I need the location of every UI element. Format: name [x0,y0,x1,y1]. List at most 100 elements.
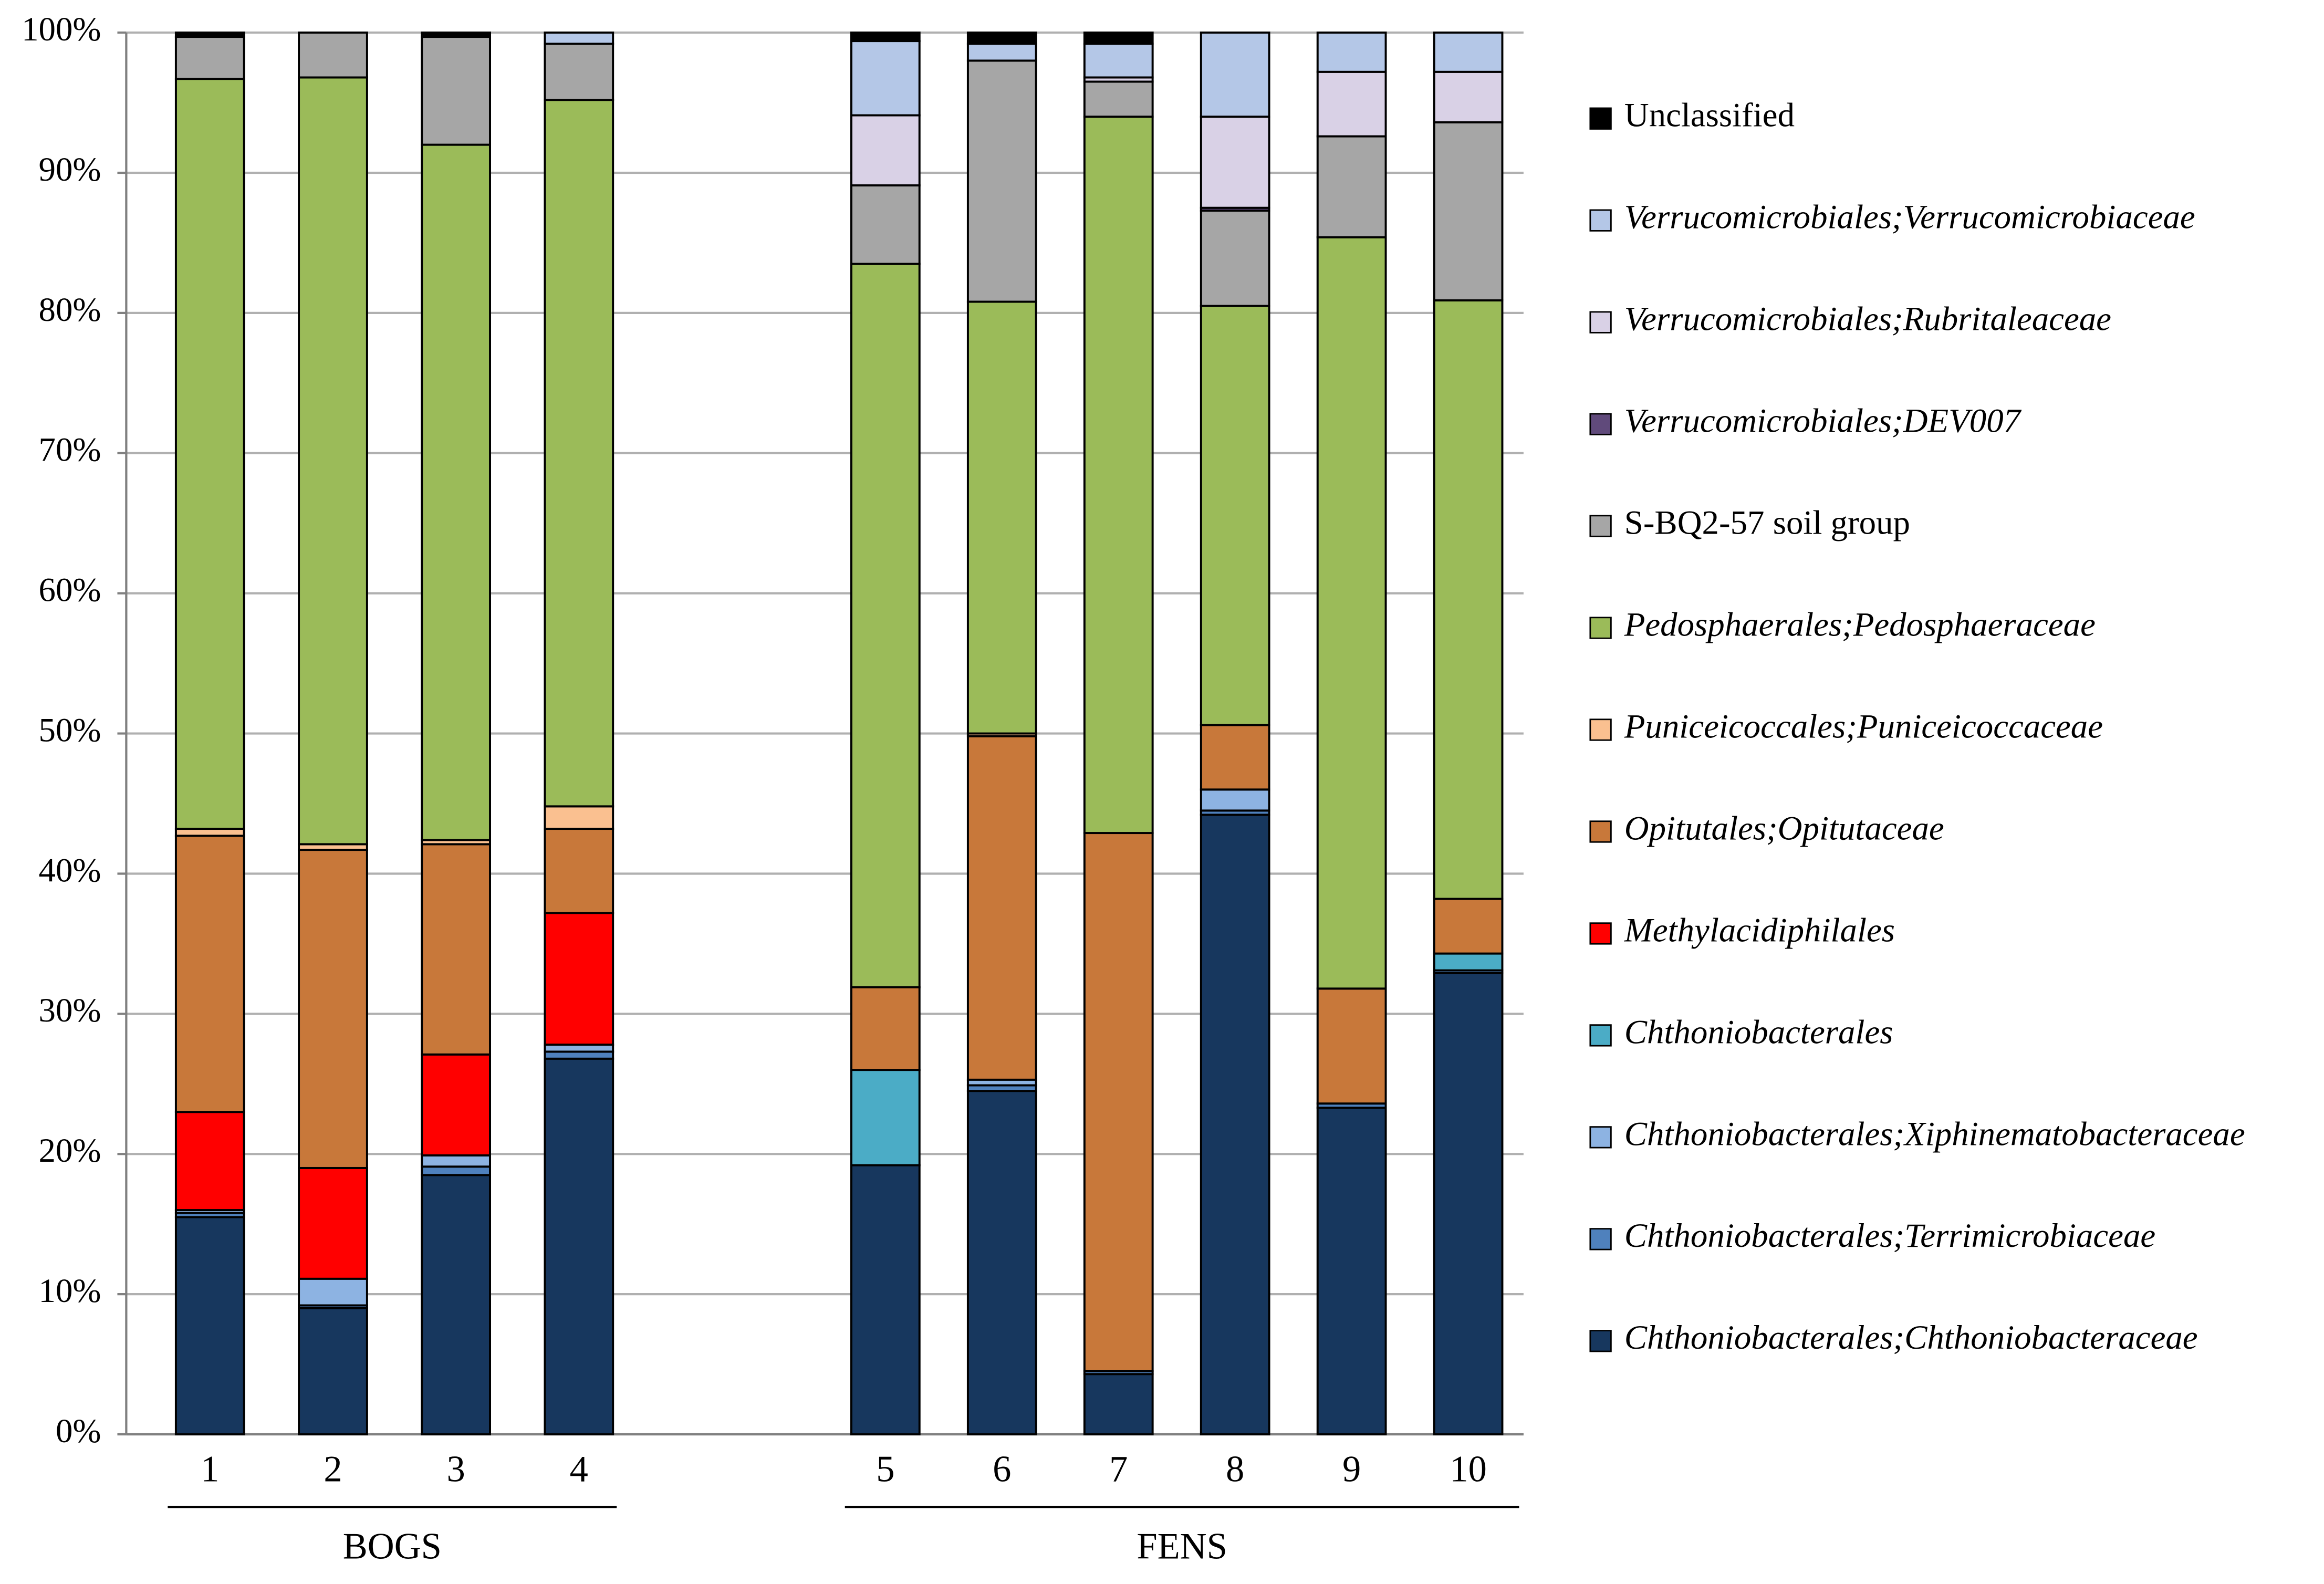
y-tick-label: 0% [56,1412,101,1450]
bar-segment [544,912,614,1046]
legend-swatch [1589,107,1612,130]
bar-segment [966,735,1037,1081]
bar-segment [421,1053,492,1156]
bar-segment [1316,135,1387,238]
bar-segment [850,986,921,1071]
legend-label: Verrucomicrobiales;DEV007 [1624,402,2022,440]
x-tick-label: 2 [324,1449,342,1490]
y-tick-label: 10% [39,1272,101,1310]
bar-segment [1083,32,1154,45]
legend-label: Verrucomicrobiales;Rubritaleaceae [1624,300,2111,338]
bar-segment [1433,32,1504,73]
bar-segment [174,828,245,837]
bar-segment [966,1090,1037,1436]
legend-swatch [1589,209,1612,232]
bar-segment [298,32,368,79]
group-label: BOGS [343,1526,442,1567]
bar-segment [966,43,1037,62]
x-tick-label: 10 [1450,1449,1487,1490]
bar-segment [1433,898,1504,955]
x-tick-label: 4 [570,1449,588,1490]
bar-segment [966,59,1037,303]
y-tick-label: 50% [39,711,101,749]
bar-segment [298,1307,368,1436]
bar-segment [850,32,921,43]
legend-swatch [1589,820,1612,843]
y-tick-label: 90% [39,151,101,189]
bar-segment [421,1165,492,1176]
bar-segment [1433,299,1504,900]
y-tick-label: 100% [22,11,101,48]
bar-segment [544,828,614,914]
bar-segment [850,40,921,117]
legend-swatch [1589,1330,1612,1352]
legend-swatch [1589,1126,1612,1149]
legend-label: Chthoniobacterales;Xiphinematobacteracea… [1624,1115,2245,1153]
bar-segment [850,263,921,988]
legend-swatch [1589,617,1612,639]
legend-swatch [1589,413,1612,435]
legend-swatch [1589,1024,1612,1047]
bar-segment [544,1050,614,1060]
bar-segment [544,99,614,808]
bar-segment [544,1057,614,1436]
x-tick-label: 1 [201,1449,219,1490]
legend-label: Chthoniobacterales;Terrimicrobiaceae [1624,1217,2155,1255]
bar-segment [1200,724,1270,791]
bar-segment [1200,788,1270,812]
bar-segment [298,849,368,1169]
bar-segment [1316,1107,1387,1436]
legend-swatch [1589,515,1612,537]
bar-segment [421,32,492,38]
legend-swatch [1589,1228,1612,1250]
y-tick-label: 30% [39,992,101,1029]
x-tick-label: 9 [1342,1449,1361,1490]
legend-label: Unclassified [1624,97,1795,134]
bar-segment [544,32,614,45]
bar-segment [298,1277,368,1307]
bar-segment [966,300,1037,735]
bar-segment [544,1044,614,1053]
bar-segment [421,36,492,146]
y-tick-label: 40% [39,851,101,889]
legend-label: S-BQ2-57 soil group [1624,504,1910,541]
bar-segment [1200,116,1270,209]
bar-segment [1083,1373,1154,1436]
x-tick-label: 6 [993,1449,1011,1490]
bar-segment [1316,236,1387,990]
bar-segment [1316,70,1387,138]
bar-segment [1200,210,1270,307]
legend-label: Verrucomicrobiales;Verrucomicrobiaceae [1624,199,2195,236]
bar-segment [174,32,245,38]
bar-segment [1083,116,1154,835]
bar-segment [1083,80,1154,118]
bar-segment [1316,32,1387,73]
legend-swatch [1589,922,1612,945]
legend-label: Opitutales;Opitutaceae [1624,809,1944,847]
bar-segment [1433,972,1504,1436]
bar-segment [421,143,492,841]
x-tick-label: 7 [1109,1449,1128,1490]
bar-segment [174,1111,245,1211]
legend-swatch [1589,718,1612,741]
x-tick-label: 3 [447,1449,465,1490]
y-tick-label: 70% [39,431,101,469]
bar-segment [421,1174,492,1436]
bar-segment [174,1216,245,1436]
bar-segment [1433,70,1504,123]
bar-segment [298,76,368,846]
legend-label: Chthoniobacterales [1624,1013,1893,1051]
bar-segment [298,1166,368,1280]
legend-label: Chthoniobacterales;Chthoniobacteraceae [1624,1319,2198,1357]
bar-segment [174,835,245,1113]
bar-segment [174,78,245,830]
bar-segment [1083,832,1154,1372]
bar-segment [544,43,614,101]
bar-segment [850,114,921,186]
legend-swatch [1589,311,1612,334]
legend-label: Puniceicoccales;Puniceicoccaceae [1624,707,2103,745]
legend-label: Pedosphaerales;Pedosphaeraceae [1624,606,2096,643]
legend-label: Methylacidiphilales [1624,911,1895,949]
x-tick-label: 8 [1226,1449,1244,1490]
